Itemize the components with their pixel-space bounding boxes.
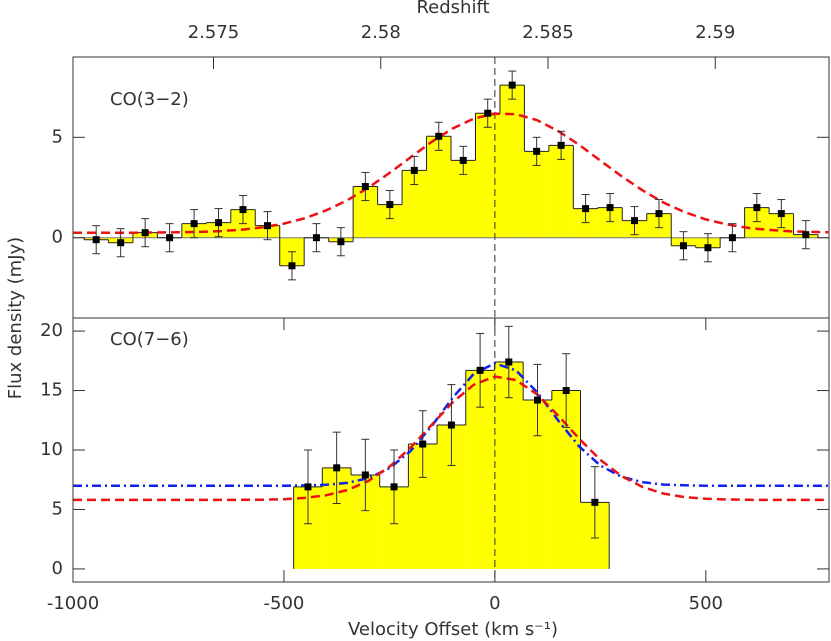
model-curve — [73, 375, 829, 502]
data-point — [476, 366, 484, 374]
data-point — [166, 234, 174, 242]
data-point — [215, 219, 223, 227]
y-tick-label: 5 — [52, 126, 63, 147]
y-tick-label: 0 — [52, 227, 63, 248]
data-point — [288, 262, 296, 270]
data-point — [263, 222, 271, 230]
data-point — [679, 242, 687, 250]
x2-tick-label: 2.59 — [695, 22, 735, 43]
data-point — [562, 387, 570, 395]
y-axis-label: Flux density (mJy) — [5, 237, 26, 399]
x2-tick-label: 2.585 — [522, 22, 574, 43]
data-point — [312, 234, 320, 242]
data-point — [435, 132, 443, 140]
data-point — [704, 244, 712, 252]
bar — [475, 113, 500, 238]
data-point — [386, 201, 394, 209]
y-tick-label: 0 — [52, 558, 63, 579]
plot-frame — [72, 317, 830, 583]
data-point — [304, 483, 312, 491]
data-point — [533, 147, 541, 155]
data-point — [337, 238, 345, 246]
panel-label: CO(7−6) — [110, 329, 189, 350]
data-point — [606, 204, 614, 212]
data-point — [117, 239, 125, 247]
data-point — [361, 182, 369, 190]
data-point — [777, 210, 785, 218]
data-point — [410, 166, 418, 174]
bar — [548, 145, 574, 238]
data-point — [582, 205, 590, 213]
data-point — [190, 220, 198, 228]
data-point — [419, 440, 427, 448]
data-point — [484, 109, 492, 117]
model-curve — [73, 112, 829, 234]
x-tick-label: 0 — [489, 593, 500, 614]
data-point — [361, 471, 369, 479]
data-point — [333, 464, 341, 472]
x-tick-label: 500 — [689, 593, 723, 614]
data-point — [459, 156, 467, 164]
model-curve — [73, 361, 829, 487]
data-point — [753, 204, 761, 212]
data-point — [239, 206, 247, 214]
y-tick-label: 10 — [40, 439, 63, 460]
y-tick-label: 15 — [40, 380, 63, 401]
panel-label: CO(3−2) — [110, 89, 189, 110]
data-point — [92, 236, 100, 244]
data-point — [728, 234, 736, 242]
data-point — [591, 498, 599, 506]
data-point — [390, 483, 398, 491]
bar — [499, 85, 525, 238]
data-point — [505, 358, 513, 366]
data-point — [655, 210, 663, 218]
x-axis-label: Velocity Offset (km s⁻¹) — [348, 619, 558, 640]
data-point — [802, 231, 810, 239]
x2-tick-label: 2.575 — [188, 22, 240, 43]
data-point — [557, 141, 565, 149]
x2-tick-label: 2.58 — [361, 22, 401, 43]
data-point — [141, 229, 149, 237]
data-point — [533, 396, 541, 404]
data-point — [631, 217, 639, 225]
bar — [426, 136, 451, 238]
x-tick-label: -500 — [264, 593, 305, 614]
x-tick-label: -1000 — [47, 593, 99, 614]
data-point — [508, 81, 516, 89]
x2-axis-label: Redshift — [416, 0, 489, 18]
data-point — [447, 421, 455, 429]
y-tick-label: 20 — [40, 320, 63, 341]
y-tick-label: 5 — [52, 498, 63, 519]
